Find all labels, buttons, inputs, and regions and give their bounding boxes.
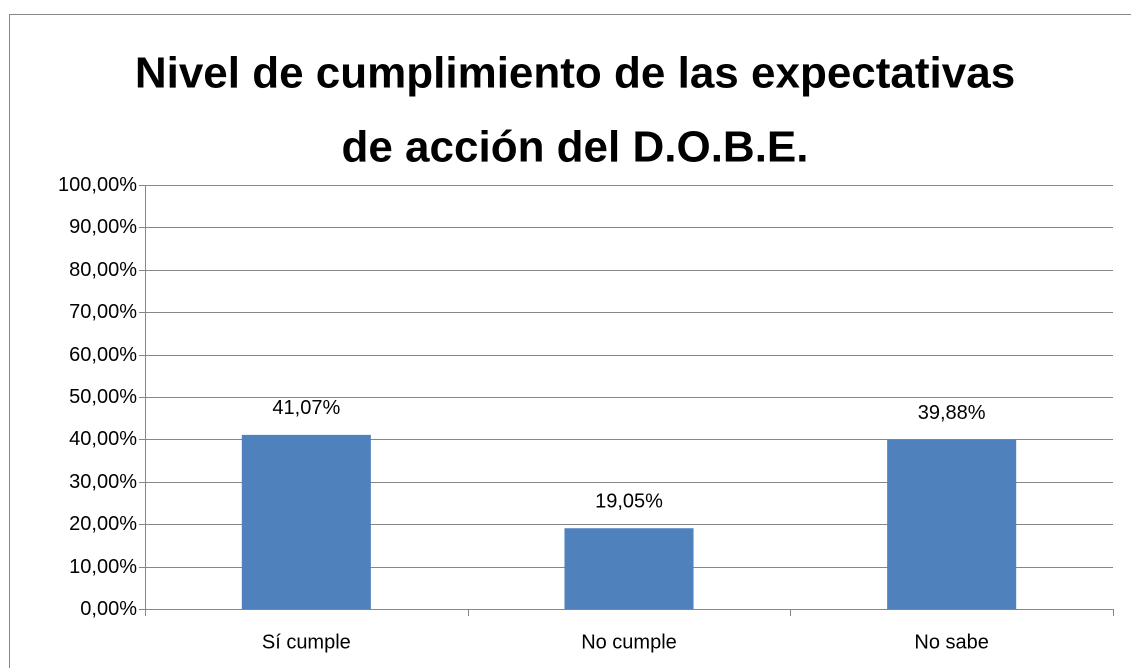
x-tick-label: No sabe — [914, 631, 989, 653]
y-tick-label: 80,00% — [69, 259, 137, 281]
x-tick-label: No cumple — [581, 631, 677, 653]
chart-title: de acción del D.O.B.E. — [341, 123, 808, 172]
data-label: 19,05% — [595, 491, 663, 513]
y-tick-label: 100,00% — [58, 174, 137, 196]
y-tick-label: 30,00% — [69, 471, 137, 493]
bar — [887, 439, 1017, 609]
y-tick-label: 0,00% — [80, 598, 137, 620]
y-tick-label: 60,00% — [69, 344, 137, 366]
data-label: 39,88% — [918, 402, 986, 424]
y-tick-label: 10,00% — [69, 556, 137, 578]
y-tick-label: 20,00% — [69, 513, 137, 535]
data-label: 41,07% — [272, 397, 340, 419]
y-tick-label: 50,00% — [69, 386, 137, 408]
chart-title: Nivel de cumplimiento de las expectativa… — [135, 49, 1015, 98]
bar — [564, 528, 694, 609]
y-tick-label: 40,00% — [69, 428, 137, 450]
y-tick-label: 70,00% — [69, 301, 137, 323]
bar — [241, 434, 371, 609]
x-tick-label: Sí cumple — [262, 631, 351, 653]
y-tick-label: 90,00% — [69, 216, 137, 238]
